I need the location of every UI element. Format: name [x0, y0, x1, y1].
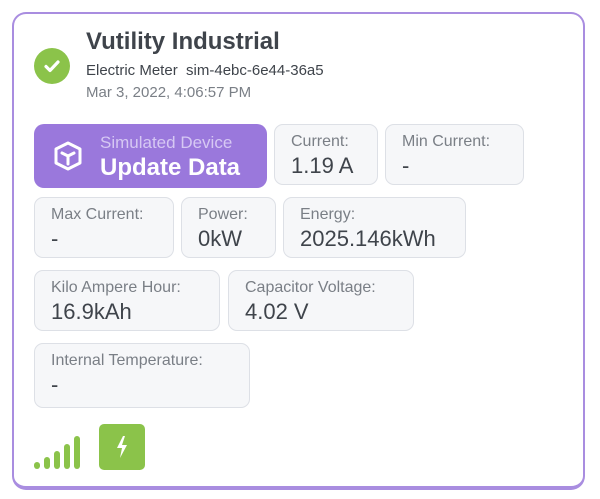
metric-internal-temperature: Internal Temperature: - — [34, 343, 250, 408]
metric-capacitor-voltage: Capacitor Voltage: 4.02 V — [228, 270, 414, 331]
metric-value: 4.02 V — [245, 299, 309, 324]
metric-value: 1.19 A — [291, 153, 354, 178]
metric-current: Current: 1.19 A — [274, 124, 378, 185]
cube-icon — [54, 141, 82, 171]
metric-label: Current: — [291, 133, 349, 150]
metric-value: 0kW — [198, 226, 242, 251]
device-id: sim-4ebc-6e44-36a5 — [186, 62, 324, 79]
device-title: Vutility Industrial — [86, 28, 280, 55]
metric-label: Internal Temperature: — [51, 352, 203, 369]
metric-label: Capacitor Voltage: — [245, 279, 376, 296]
metric-value: 16.9kAh — [51, 299, 132, 324]
metric-value: - — [402, 153, 410, 178]
metric-label: Kilo Ampere Hour: — [51, 279, 181, 296]
signal-strength-icon — [34, 436, 80, 469]
device-subtitle: Electric Meter sim-4ebc-6e44-36a5 — [86, 62, 324, 79]
lightning-bolt-icon — [99, 424, 145, 470]
metric-value: 2025.146kWh — [300, 226, 436, 251]
metric-max-current: Max Current: - — [34, 197, 174, 258]
metric-min-current: Min Current: - — [385, 124, 524, 185]
timestamp: Mar 3, 2022, 4:06:57 PM — [86, 84, 252, 101]
check-circle-icon — [34, 48, 70, 84]
metric-kilo-ampere-hour: Kilo Ampere Hour: 16.9kAh — [34, 270, 220, 331]
metric-power: Power: 0kW — [181, 197, 276, 258]
metric-label: Max Current: — [51, 206, 144, 223]
button-label: Update Data — [100, 154, 241, 181]
metric-value: - — [51, 226, 59, 251]
metric-label: Power: — [198, 206, 248, 223]
device-type: Electric Meter — [86, 62, 178, 79]
metric-energy: Energy: 2025.146kWh — [283, 197, 466, 258]
metric-label: Min Current: — [402, 133, 491, 150]
metric-label: Energy: — [300, 206, 356, 223]
metric-value: - — [51, 372, 59, 397]
update-data-button[interactable]: Simulated Device Update Data — [34, 124, 267, 188]
device-card: Vutility Industrial Electric Meter sim-4… — [12, 12, 585, 490]
button-caption: Simulated Device — [100, 133, 233, 152]
